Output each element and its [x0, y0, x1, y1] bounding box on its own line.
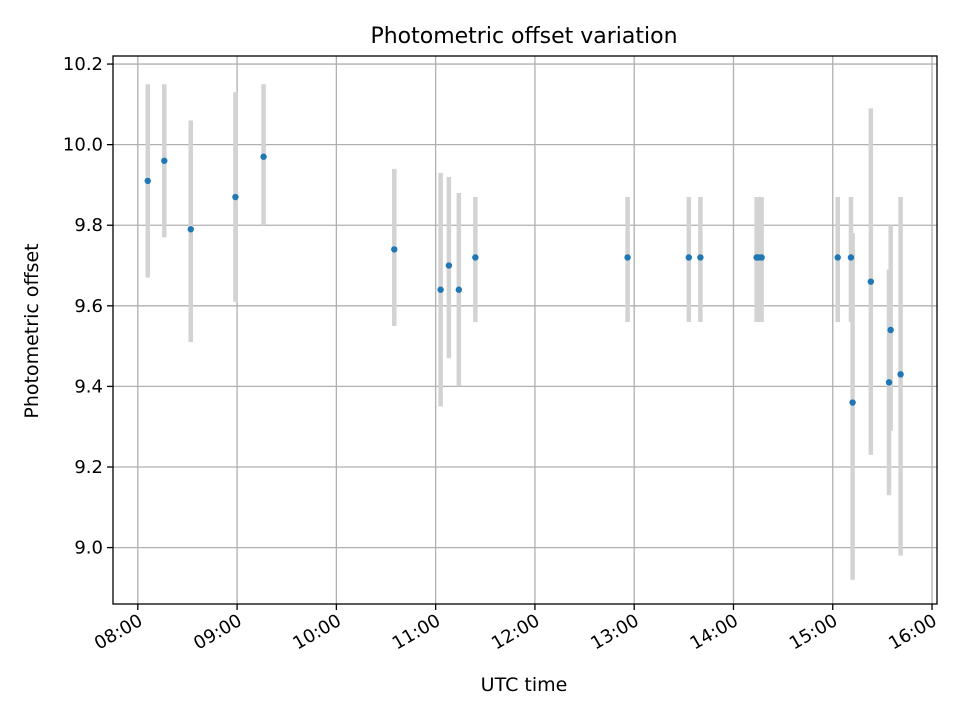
data-point	[391, 246, 398, 253]
x-axis-ticks: 08:00 09:00 10:00 11:00 12:00 13:00 14:00 15:00…	[91, 604, 941, 654]
data-point	[847, 254, 855, 261]
x-tick-label: 15:00	[786, 610, 841, 654]
plot-frame	[112, 55, 938, 605]
data-point	[897, 371, 904, 378]
chart-title: Photometric offset variation	[370, 24, 677, 49]
x-tick-label: 14:00	[687, 610, 742, 654]
y-axis-label: Photometric offset	[21, 243, 43, 418]
x-axis-label: UTC time	[481, 674, 568, 696]
data-point	[849, 399, 856, 406]
data-points	[144, 153, 904, 406]
y-axis-ticks: 9.0 9.2 9.4 9.6 9.8 10.0 10.2	[63, 54, 113, 559]
data-point	[887, 326, 894, 334]
x-tick-label: 13:00	[587, 610, 642, 654]
data-point	[144, 177, 151, 185]
y-tick-label: 9.2	[74, 457, 103, 478]
data-point	[867, 278, 875, 285]
y-tick-label: 9.8	[74, 215, 103, 236]
y-tick-label: 10.2	[63, 54, 103, 75]
y-tick-label: 9.0	[74, 538, 103, 559]
x-tick-label: 11:00	[389, 610, 444, 654]
data-point	[161, 157, 168, 164]
data-point	[437, 286, 444, 293]
data-point	[685, 254, 693, 261]
grid	[113, 56, 937, 604]
data-point	[445, 262, 453, 269]
data-point	[232, 193, 239, 201]
x-tick-label: 10:00	[289, 610, 344, 654]
data-point	[624, 254, 631, 261]
y-tick-label: 10.0	[63, 135, 103, 156]
data-point	[697, 254, 704, 261]
data-point	[187, 226, 194, 233]
y-tick-label: 9.4	[74, 376, 103, 397]
data-point	[758, 254, 765, 261]
x-tick-label: 08:00	[91, 610, 146, 654]
x-tick-label: 16:00	[885, 610, 940, 654]
y-tick-label: 9.6	[74, 296, 103, 317]
data-point	[834, 254, 841, 261]
data-point	[455, 286, 463, 293]
data-point	[260, 153, 267, 160]
x-tick-label: 09:00	[190, 610, 245, 654]
data-point	[885, 379, 893, 386]
error-bars	[145, 84, 903, 580]
x-tick-label: 12:00	[488, 610, 543, 654]
data-point	[472, 254, 479, 261]
